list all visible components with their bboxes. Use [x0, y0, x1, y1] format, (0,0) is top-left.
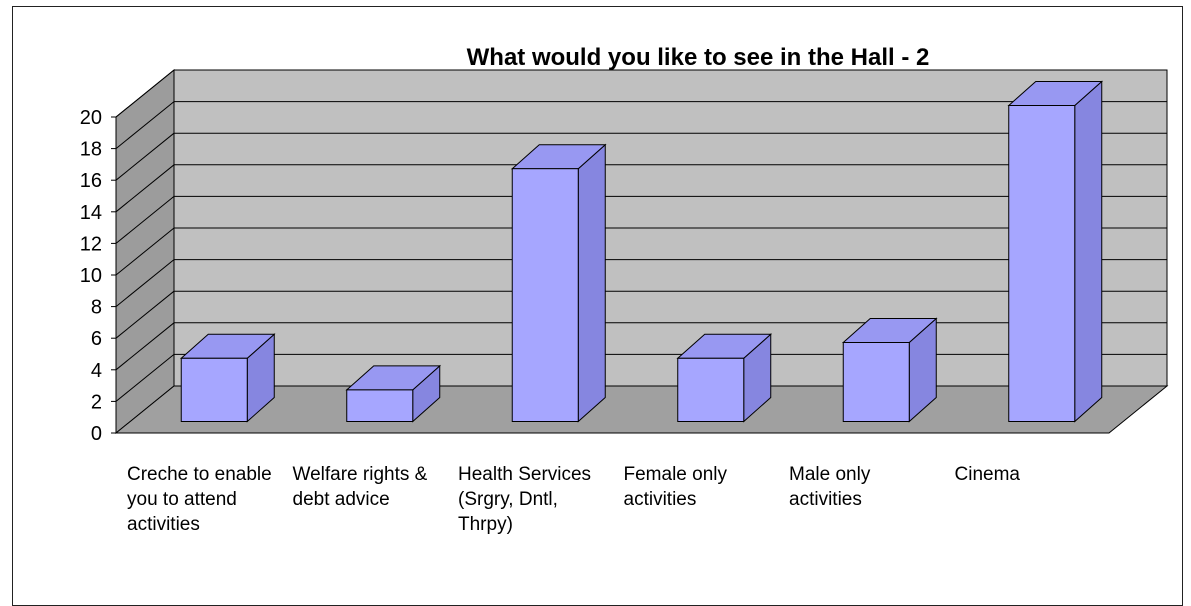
bar-chart: What would you like to see in the Hall -…	[80, 44, 1169, 445]
x-category-label: Male only activities	[789, 464, 871, 510]
y-tick-label: 20	[80, 107, 102, 129]
bar	[179, 333, 276, 423]
bar	[841, 317, 938, 423]
x-category-label: Creche to enable you to attend activitie…	[127, 464, 272, 535]
y-tick-label: 6	[91, 328, 102, 350]
y-tick-label: 4	[91, 360, 102, 382]
plot-area: 0 2 4 6 8 10 12 14 16 18 20	[80, 68, 1169, 445]
bar-front	[180, 357, 248, 422]
y-tick-label: 2	[91, 391, 102, 413]
gridline-side	[115, 259, 175, 307]
y-tick-label: 16	[80, 170, 102, 192]
x-category-label: Welfare rights & debt advice	[292, 464, 428, 510]
bar	[345, 364, 442, 423]
bar	[510, 143, 607, 423]
y-tick-label: 14	[80, 202, 102, 224]
y-tick-label: 8	[91, 297, 102, 319]
x-category-label: Health Services (Srgry, Dntl, Thrpy)	[458, 464, 592, 535]
y-tick-label: 0	[91, 423, 102, 445]
chart-title: What would you like to see in the Hall -…	[467, 44, 930, 71]
bar-front	[346, 389, 414, 422]
gridline-side	[115, 69, 175, 118]
bar-side	[1074, 80, 1103, 423]
y-tick-label: 18	[80, 139, 102, 161]
chart-frame: What would you like to see in the Hall -…	[12, 6, 1183, 606]
bar-front	[511, 168, 579, 422]
bar	[676, 333, 773, 423]
y-tick-label: 12	[80, 233, 102, 255]
gridline-side	[115, 196, 175, 244]
bar	[1007, 80, 1104, 423]
gridline-side	[115, 290, 175, 339]
gridline-side	[115, 322, 175, 371]
bar-front	[1008, 105, 1076, 422]
bar-side	[577, 143, 606, 423]
x-category-label: Female only activities	[623, 464, 728, 510]
gridline-side	[115, 132, 175, 181]
bar-front	[842, 342, 910, 422]
gridline-side	[115, 164, 175, 213]
y-tick-label: 10	[80, 265, 102, 287]
gridline-side	[115, 227, 175, 276]
x-category-label: Cinema	[954, 464, 1020, 485]
bar-front	[677, 357, 745, 422]
gridline-side	[115, 101, 175, 149]
gridline-side	[115, 354, 175, 402]
